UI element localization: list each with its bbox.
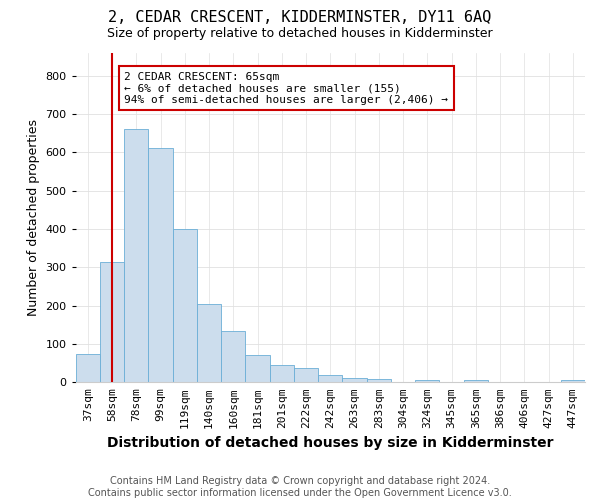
Bar bbox=[221, 330, 245, 382]
Bar bbox=[124, 129, 148, 382]
Y-axis label: Number of detached properties: Number of detached properties bbox=[27, 119, 40, 316]
Bar bbox=[294, 368, 318, 382]
Bar bbox=[464, 380, 488, 382]
Bar bbox=[245, 356, 270, 382]
X-axis label: Distribution of detached houses by size in Kidderminster: Distribution of detached houses by size … bbox=[107, 436, 554, 450]
Bar bbox=[100, 262, 124, 382]
Bar bbox=[343, 378, 367, 382]
Bar bbox=[561, 380, 585, 382]
Bar bbox=[148, 148, 173, 382]
Bar bbox=[76, 354, 100, 382]
Text: Size of property relative to detached houses in Kidderminster: Size of property relative to detached ho… bbox=[107, 28, 493, 40]
Bar bbox=[173, 229, 197, 382]
Text: 2 CEDAR CRESCENT: 65sqm
← 6% of detached houses are smaller (155)
94% of semi-de: 2 CEDAR CRESCENT: 65sqm ← 6% of detached… bbox=[124, 72, 448, 105]
Bar bbox=[270, 365, 294, 382]
Text: Contains HM Land Registry data © Crown copyright and database right 2024.
Contai: Contains HM Land Registry data © Crown c… bbox=[88, 476, 512, 498]
Text: 2, CEDAR CRESCENT, KIDDERMINSTER, DY11 6AQ: 2, CEDAR CRESCENT, KIDDERMINSTER, DY11 6… bbox=[109, 10, 491, 25]
Bar bbox=[318, 374, 343, 382]
Bar bbox=[367, 379, 391, 382]
Bar bbox=[197, 304, 221, 382]
Bar bbox=[415, 380, 439, 382]
